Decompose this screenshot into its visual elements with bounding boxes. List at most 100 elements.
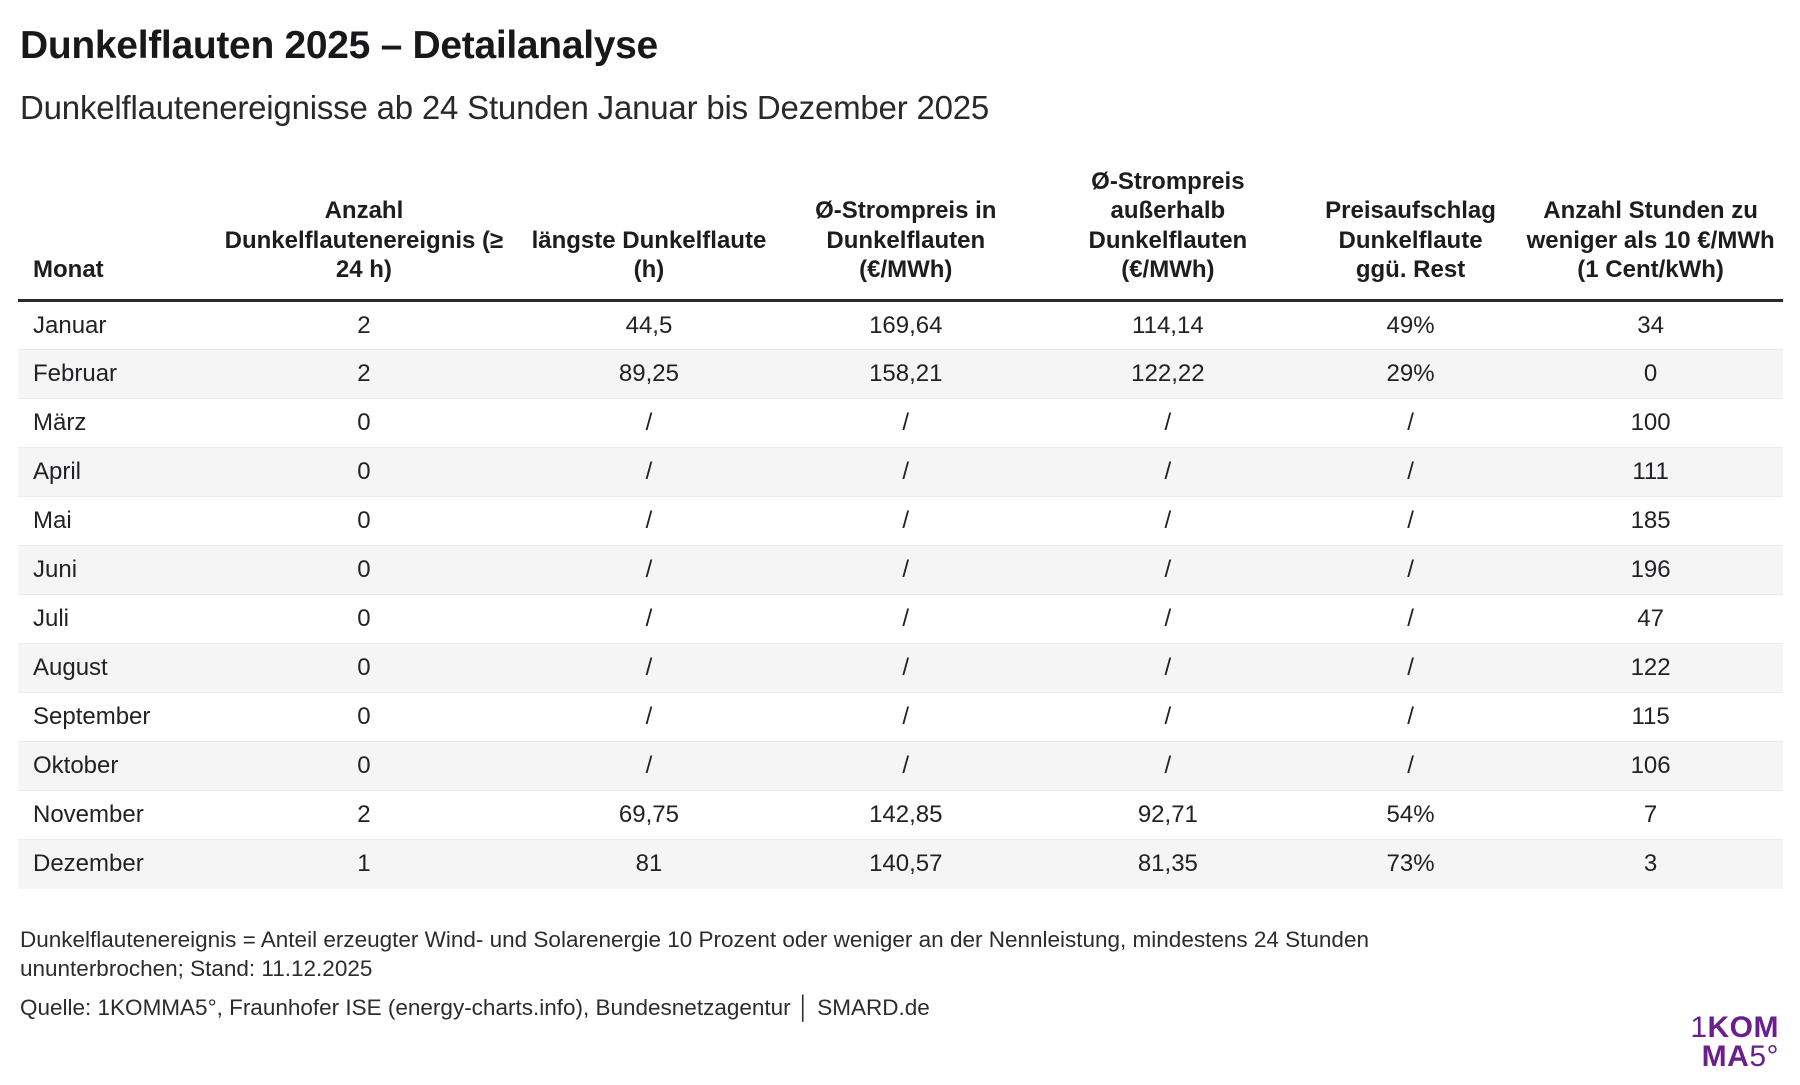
value-cell: 81 <box>635 850 663 878</box>
column-header-anzahl-stunden: Anzahl Stunden zu weniger als 10 €/MWh (… <box>1518 127 1783 303</box>
month-cell: Februar <box>33 360 118 388</box>
value-cell: 158,21 <box>869 360 943 388</box>
value-cell: 2 <box>357 360 371 388</box>
value-cell: 0 <box>357 507 371 535</box>
value-cell: 29% <box>1386 360 1435 388</box>
table-row: März 0 / / / / 100 <box>18 398 1783 448</box>
value-cell: 54% <box>1386 801 1435 829</box>
month-cell: April <box>33 458 82 486</box>
month-cell: Mai <box>33 507 72 535</box>
value-cell: 44,5 <box>625 311 673 339</box>
value-cell: 196 <box>1630 556 1671 584</box>
value-cell: 142,85 <box>869 801 943 829</box>
value-cell: / <box>1407 654 1414 682</box>
value-cell: 34 <box>1637 311 1664 339</box>
dunkelflauten-table: Monat Anzahl Dunkelflautenereignis (≥ 24… <box>18 127 1783 889</box>
value-cell: / <box>1164 507 1172 535</box>
logo-line-1: 1KOM <box>1690 1010 1779 1044</box>
table-row: Januar 2 44,5 169,64 114,14 49% 34 <box>18 301 1783 350</box>
column-header-strompreis-in: Ø-Strompreis in Dunkelflauten (€/MWh) <box>778 127 1033 303</box>
column-header-laengste-dunkelflaute: längste Dunkelflaute (h) <box>519 127 779 303</box>
table-row: Mai 0 / / / / 185 <box>18 496 1783 546</box>
value-cell: / <box>1407 458 1414 486</box>
value-cell: / <box>1407 703 1414 731</box>
value-cell: 1 <box>357 850 371 878</box>
header-row: Monat Anzahl Dunkelflautenereignis (≥ 24… <box>18 127 1783 303</box>
value-cell: 73% <box>1386 850 1435 878</box>
column-header-strompreis-ausserhalb: Ø-Strompreis außerhalb Dunkelflauten (€/… <box>1032 127 1303 303</box>
month-cell: August <box>33 654 108 682</box>
footnote: Dunkelflautenereignis = Anteil erzeugter… <box>20 925 1580 984</box>
value-cell: / <box>645 556 653 584</box>
value-cell: / <box>1164 752 1172 780</box>
table-body: Januar 2 44,5 169,64 114,14 49% 34 Februar 2 89,2… <box>18 301 1783 889</box>
value-cell: 0 <box>357 654 371 682</box>
value-cell: 0 <box>357 605 371 633</box>
value-cell: 0 <box>1643 360 1658 388</box>
value-cell: 89,25 <box>618 360 679 388</box>
table-row: April 0 / / / / 111 <box>18 447 1783 497</box>
value-cell: 47 <box>1637 605 1664 633</box>
value-cell: / <box>902 752 910 780</box>
value-cell: 169,64 <box>869 311 943 339</box>
value-cell: 81,35 <box>1137 850 1198 878</box>
value-cell: / <box>902 605 910 633</box>
footnote-line-1: Dunkelflautenereignis = Anteil erzeugter… <box>20 926 1369 952</box>
value-cell: / <box>1164 703 1172 731</box>
month-cell: Oktober <box>33 752 119 780</box>
footer: Dunkelflautenereignis = Anteil erzeugter… <box>20 925 1783 1022</box>
table-row: November 2 69,75 142,85 92,71 54% 7 <box>18 790 1783 840</box>
value-cell: / <box>645 654 653 682</box>
source-line: Quelle: 1KOMMA5°, Fraunhofer ISE (energy… <box>20 995 930 1021</box>
table-header: Monat Anzahl Dunkelflautenereignis (≥ 24… <box>18 127 1783 303</box>
value-cell: 0 <box>357 703 371 731</box>
table-row: Dezember 1 81 140,57 81,35 73% 3 <box>18 839 1783 889</box>
value-cell: / <box>1407 605 1414 633</box>
value-cell: / <box>645 752 653 780</box>
value-cell: 100 <box>1630 409 1671 437</box>
value-cell: / <box>902 654 910 682</box>
value-cell: 0 <box>357 556 371 584</box>
value-cell: 122,22 <box>1131 360 1205 388</box>
value-cell: / <box>1164 654 1172 682</box>
value-cell: / <box>1164 409 1172 437</box>
value-cell: 0 <box>357 409 371 437</box>
value-cell: / <box>1407 507 1414 535</box>
table-row: September 0 / / / / 115 <box>18 692 1783 742</box>
value-cell: / <box>645 507 653 535</box>
value-cell: 2 <box>357 801 371 829</box>
value-cell: / <box>645 409 653 437</box>
month-cell: November <box>33 801 144 829</box>
page-title: Dunkelflauten 2025 – Detailanalyse <box>20 24 658 67</box>
table-row: Februar 2 89,25 158,21 122,22 29% 0 <box>18 349 1783 399</box>
value-cell: 115 <box>1631 703 1670 731</box>
value-cell: 185 <box>1630 507 1671 535</box>
value-cell: 92,71 <box>1137 801 1198 829</box>
1komma5-logo: 1KOM MA5° <box>1690 1010 1779 1071</box>
value-cell: / <box>902 409 910 437</box>
value-cell: / <box>902 703 910 731</box>
table-row: August 0 / / / / 122 <box>18 643 1783 693</box>
value-cell: 49% <box>1386 311 1435 339</box>
value-cell: / <box>1407 752 1414 780</box>
value-cell: 69,75 <box>618 801 679 829</box>
value-cell: / <box>645 703 653 731</box>
value-cell: 140,57 <box>869 850 943 878</box>
value-cell: / <box>902 556 910 584</box>
value-cell: / <box>1407 556 1414 584</box>
value-cell: / <box>1164 605 1172 633</box>
footnote-line-2: ununterbrochen; Stand: 11.12.2025 <box>20 955 373 981</box>
value-cell: 106 <box>1630 752 1671 780</box>
value-cell: 0 <box>357 458 371 486</box>
value-cell: 122 <box>1630 654 1671 682</box>
value-cell: 7 <box>1643 801 1658 829</box>
column-header-monat: Monat <box>18 127 209 303</box>
table-row: Juli 0 / / / / 47 <box>18 594 1783 644</box>
value-cell: 111 <box>1632 458 1669 486</box>
month-cell: Dezember <box>33 850 144 878</box>
value-cell: / <box>1407 409 1414 437</box>
value-cell: / <box>1164 458 1172 486</box>
value-cell: / <box>902 458 910 486</box>
month-cell: März <box>33 409 87 437</box>
